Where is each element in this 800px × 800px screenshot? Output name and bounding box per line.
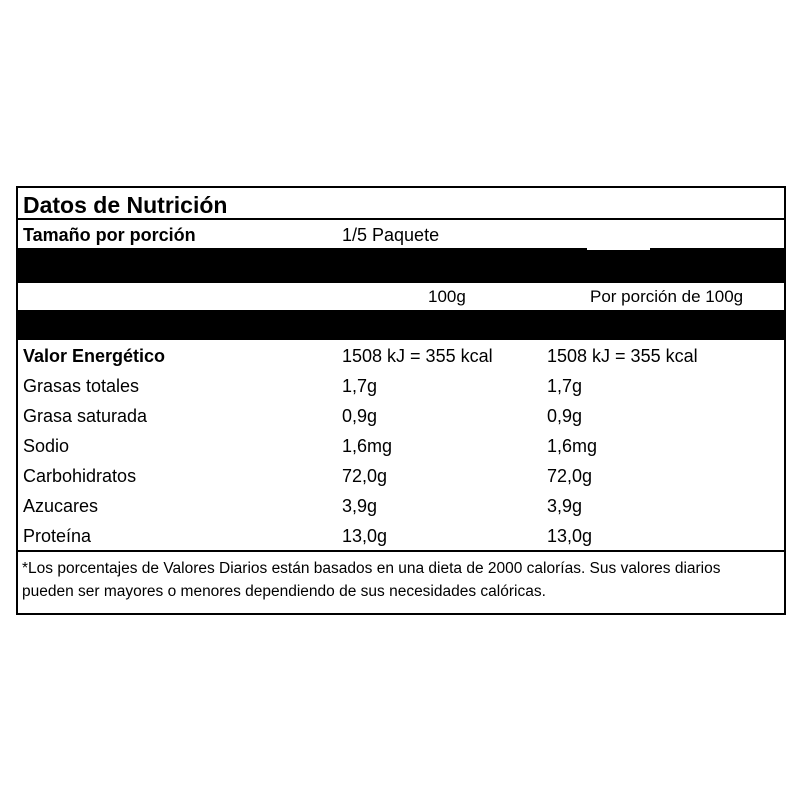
nutrient-value: 1,7g [342, 376, 378, 396]
divider [18, 550, 784, 552]
footnote: *Los porcentajes de Valores Diarios está… [22, 560, 721, 577]
nutrient-value: 3,9g [547, 496, 583, 516]
divider [18, 218, 784, 220]
nutrient-row: Valor Energético 1508 kJ = 355 kcal 1508 k… [18, 342, 784, 372]
nutrient-value: 3,9g [342, 496, 378, 516]
column-header: 100g [428, 287, 466, 306]
notch [587, 248, 650, 250]
nutrient-row: Proteína 13,0g 13,0g [18, 522, 784, 552]
nutrient-value: 72,0g [547, 466, 593, 486]
nutrient-row: Sodio 1,6mg 1,6mg [18, 432, 784, 462]
nutrition-label: Datos de Nutrición Tamaño por porción 1/… [16, 186, 786, 615]
nutrient-value: 1,6mg [547, 436, 598, 456]
nutrient-name: Proteína [23, 526, 92, 546]
nutrient-value: 0,9g [342, 406, 378, 426]
nutrient-value: 13,0g [547, 526, 593, 546]
nutrient-name: Carbohidratos [23, 466, 137, 486]
black-band [18, 310, 784, 340]
nutrient-row: Grasas totales 1,7g 1,7g [18, 372, 784, 402]
nutrient-row: Carbohidratos 72,0g 72,0g [18, 462, 784, 492]
nutrient-name: Valor Energético [23, 346, 166, 366]
column-header: Por porción de 100g [590, 287, 744, 306]
nutrient-value: 1,6mg [342, 436, 393, 456]
nutrient-value: 72,0g [342, 466, 388, 486]
nutrient-value: 13,0g [342, 526, 388, 546]
nutrient-value: 1508 kJ = 355 kcal [342, 346, 493, 366]
nutrient-name: Grasa saturada [23, 406, 148, 426]
nutrient-name: Sodio [23, 436, 70, 456]
nutrient-value: 0,9g [547, 406, 583, 426]
nutrient-value: 1508 kJ = 355 kcal [547, 346, 698, 366]
serving-label: Tamaño por porción [23, 225, 196, 245]
nutrient-row: Grasa saturada 0,9g 0,9g [18, 402, 784, 432]
nutrient-value: 1,7g [547, 376, 583, 396]
label-title: Datos de Nutrición [23, 192, 228, 218]
nutrient-name: Grasas totales [23, 376, 140, 396]
nutrient-name: Azucares [23, 496, 99, 516]
footnote: pueden ser mayores o menores dependiendo… [22, 583, 546, 600]
serving-value: 1/5 Paquete [342, 225, 440, 245]
nutrient-row: Azucares 3,9g 3,9g [18, 492, 784, 522]
black-band [18, 248, 784, 283]
